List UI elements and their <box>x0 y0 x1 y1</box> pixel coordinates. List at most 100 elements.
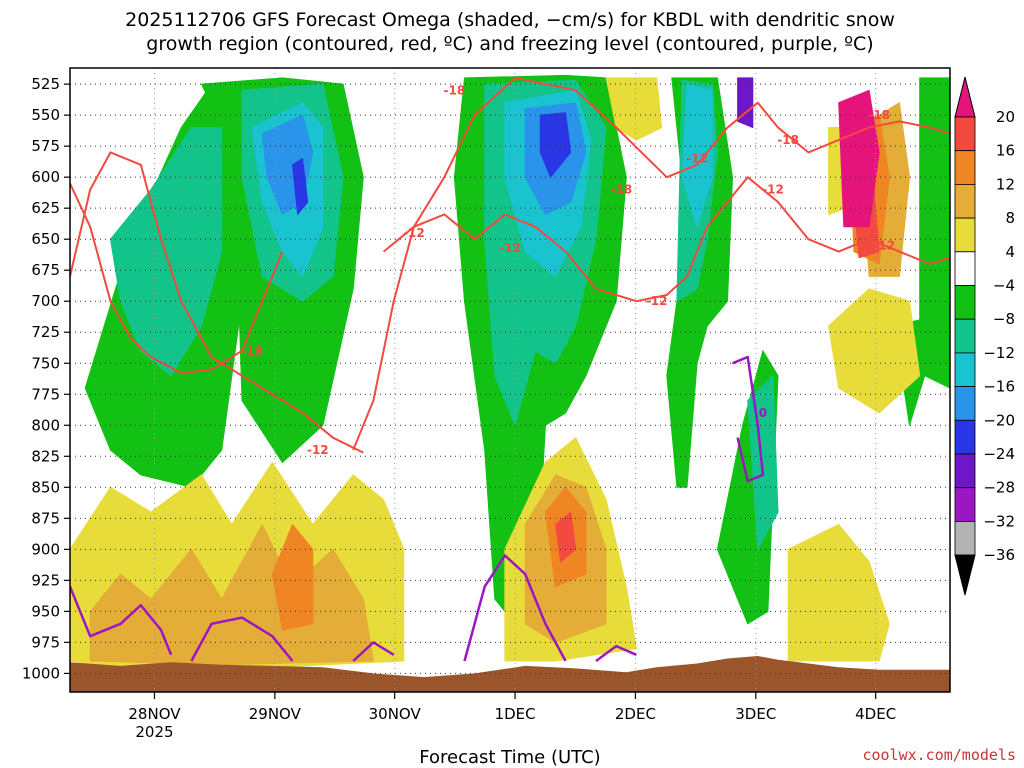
y-tick-label-800: 800 <box>31 416 60 434</box>
x-axis-label: Forecast Time (UTC) <box>419 747 600 768</box>
y-tick-label-650: 650 <box>31 230 60 248</box>
colorbar-bottom-arrow <box>954 554 976 596</box>
contour-label-6: -12 <box>646 294 668 308</box>
colorbar-swatch-2 <box>954 150 976 185</box>
contour-label-11: -12 <box>873 238 895 252</box>
contour-label-1: -12 <box>307 443 329 457</box>
terrain <box>70 656 950 692</box>
grid-lines <box>70 68 950 692</box>
colorbar-swatch-3 <box>954 183 976 219</box>
colorbar-tick-0: 20 <box>996 108 1015 126</box>
y-tick-label-900: 900 <box>31 540 60 558</box>
y-tick-label-700: 700 <box>31 292 60 310</box>
contour-label-2: -12 <box>403 226 425 240</box>
plot-frame <box>69 67 951 693</box>
colorbar-tick-2: 12 <box>996 175 1015 193</box>
colorbar-swatch-8 <box>954 352 976 387</box>
y-tick-label-675: 675 <box>31 261 60 279</box>
plot-area: -18 -12 -12 -18 -12 -18 -12 -12 -18 -12 -18 -12 0 <box>69 67 951 693</box>
contour-label-3: -18 <box>444 83 466 97</box>
omega-region-23 <box>605 77 663 141</box>
site-credit: coolwx.com/models <box>862 746 1016 764</box>
y-tick-label-575: 575 <box>31 137 60 155</box>
freezing-contour-0 <box>70 586 173 656</box>
x-tick-label-3DEC: 3DEC <box>735 705 776 723</box>
x-tick-label-29NOV: 29NOV <box>249 705 302 723</box>
y-tick-label-950: 950 <box>31 602 60 620</box>
x-tick-label-28NOV: 28NOV <box>128 705 181 723</box>
omega-region-17 <box>292 158 309 215</box>
colorbar-tick-5: −4 <box>993 277 1015 295</box>
colorbar-tick-13: −36 <box>983 546 1015 564</box>
contour-label-9: -12 <box>762 183 784 197</box>
y-tick-label-875: 875 <box>31 509 60 527</box>
colorbar-tick-3: 8 <box>1005 209 1015 227</box>
omega-region-28 <box>271 524 314 631</box>
contours <box>70 76 950 663</box>
terrain-fill <box>70 656 950 692</box>
chart-title-line-2: growth region (contoured, red, ºC) and f… <box>146 33 873 55</box>
colorbar-tick-6: −8 <box>993 310 1015 328</box>
freezing-contour-5 <box>732 355 765 483</box>
x-tick-label-4DEC: 4DEC <box>855 705 896 723</box>
snow-growth-contour-1 <box>70 182 284 375</box>
colorbar-swatch-7 <box>954 318 976 354</box>
freezing-contour-1 <box>190 616 294 662</box>
contour-label-5: -18 <box>610 183 632 197</box>
y-tick-label-775: 775 <box>31 385 60 403</box>
y-tick-label-725: 725 <box>31 323 60 341</box>
colorbar-swatch-11 <box>954 453 976 489</box>
freezing-contour-3 <box>463 554 567 662</box>
contour-label-0: -18 <box>241 344 263 358</box>
omega-region-22 <box>828 288 921 414</box>
freezing-contour-2 <box>352 641 395 662</box>
omega-region-18 <box>737 77 754 128</box>
y-tick-label-750: 750 <box>31 354 60 372</box>
contour-label-4: -12 <box>499 241 521 255</box>
colorbar-swatch-12 <box>954 487 976 522</box>
snow-growth-contour-0 <box>70 151 364 454</box>
x-tick-sublabel-28NOV: 2025 <box>135 723 173 741</box>
x-tick-label-30NOV: 30NOV <box>369 705 422 723</box>
colorbar-tick-12: −32 <box>983 512 1015 530</box>
colorbar-tick-4: 4 <box>1005 243 1015 261</box>
snow-growth-contour-2 <box>352 76 950 451</box>
y-tick-label-525: 525 <box>31 75 60 93</box>
colorbar-swatch-5 <box>954 251 976 286</box>
colorbar-tick-10: −24 <box>983 445 1015 463</box>
contour-label-7: -12 <box>686 152 708 166</box>
colorbar-swatch-9 <box>954 386 976 421</box>
chart-title-line-1: 2025112706 GFS Forecast Omega (shaded, −… <box>125 9 895 31</box>
colorbar-top-arrow <box>954 76 976 118</box>
colorbar-swatch-10 <box>954 419 976 455</box>
colorbar-swatch-6 <box>954 285 976 320</box>
x-tick-label-1DEC: 1DEC <box>495 705 536 723</box>
colorbar-swatch-1 <box>954 116 976 152</box>
colorbar: 20 16 12 8 4 −4 −8 −12 −16 −20 −24 −28 −32 −36 <box>954 76 1015 596</box>
y-tick-label-850: 850 <box>31 478 60 496</box>
x-tick-label-2DEC: 2DEC <box>615 705 656 723</box>
omega-region-33 <box>838 89 880 228</box>
colorbar-swatch-4 <box>954 217 976 253</box>
y-tick-label-600: 600 <box>31 168 60 186</box>
y-tick-label-625: 625 <box>31 199 60 217</box>
contour-label-12: 0 <box>759 406 767 420</box>
colorbar-swatch-13 <box>954 521 976 556</box>
y-tick-label-925: 925 <box>31 571 60 589</box>
freezing-contour-4 <box>595 644 637 663</box>
y-tick-label-1000: 1000 <box>22 664 60 682</box>
contour-label-10: -18 <box>868 108 890 122</box>
y-axis: 525 550 575 600 625 650 675 700 725 750 775 800 825 8… <box>22 75 70 682</box>
colorbar-tick-1: 16 <box>996 142 1015 160</box>
y-tick-label-550: 550 <box>31 106 60 124</box>
contour-labels: -18 -12 -12 -18 -12 -18 -12 -12 -18 -12 -18 -12 0 <box>241 83 895 457</box>
colorbar-tick-11: −28 <box>983 479 1015 497</box>
snow-growth-contour-3 <box>382 176 950 303</box>
colorbar-tick-8: −16 <box>983 378 1015 396</box>
colorbar-tick-7: −12 <box>983 344 1015 362</box>
y-tick-label-825: 825 <box>31 447 60 465</box>
omega-region-13 <box>681 83 713 228</box>
contour-label-8: -18 <box>777 133 799 147</box>
